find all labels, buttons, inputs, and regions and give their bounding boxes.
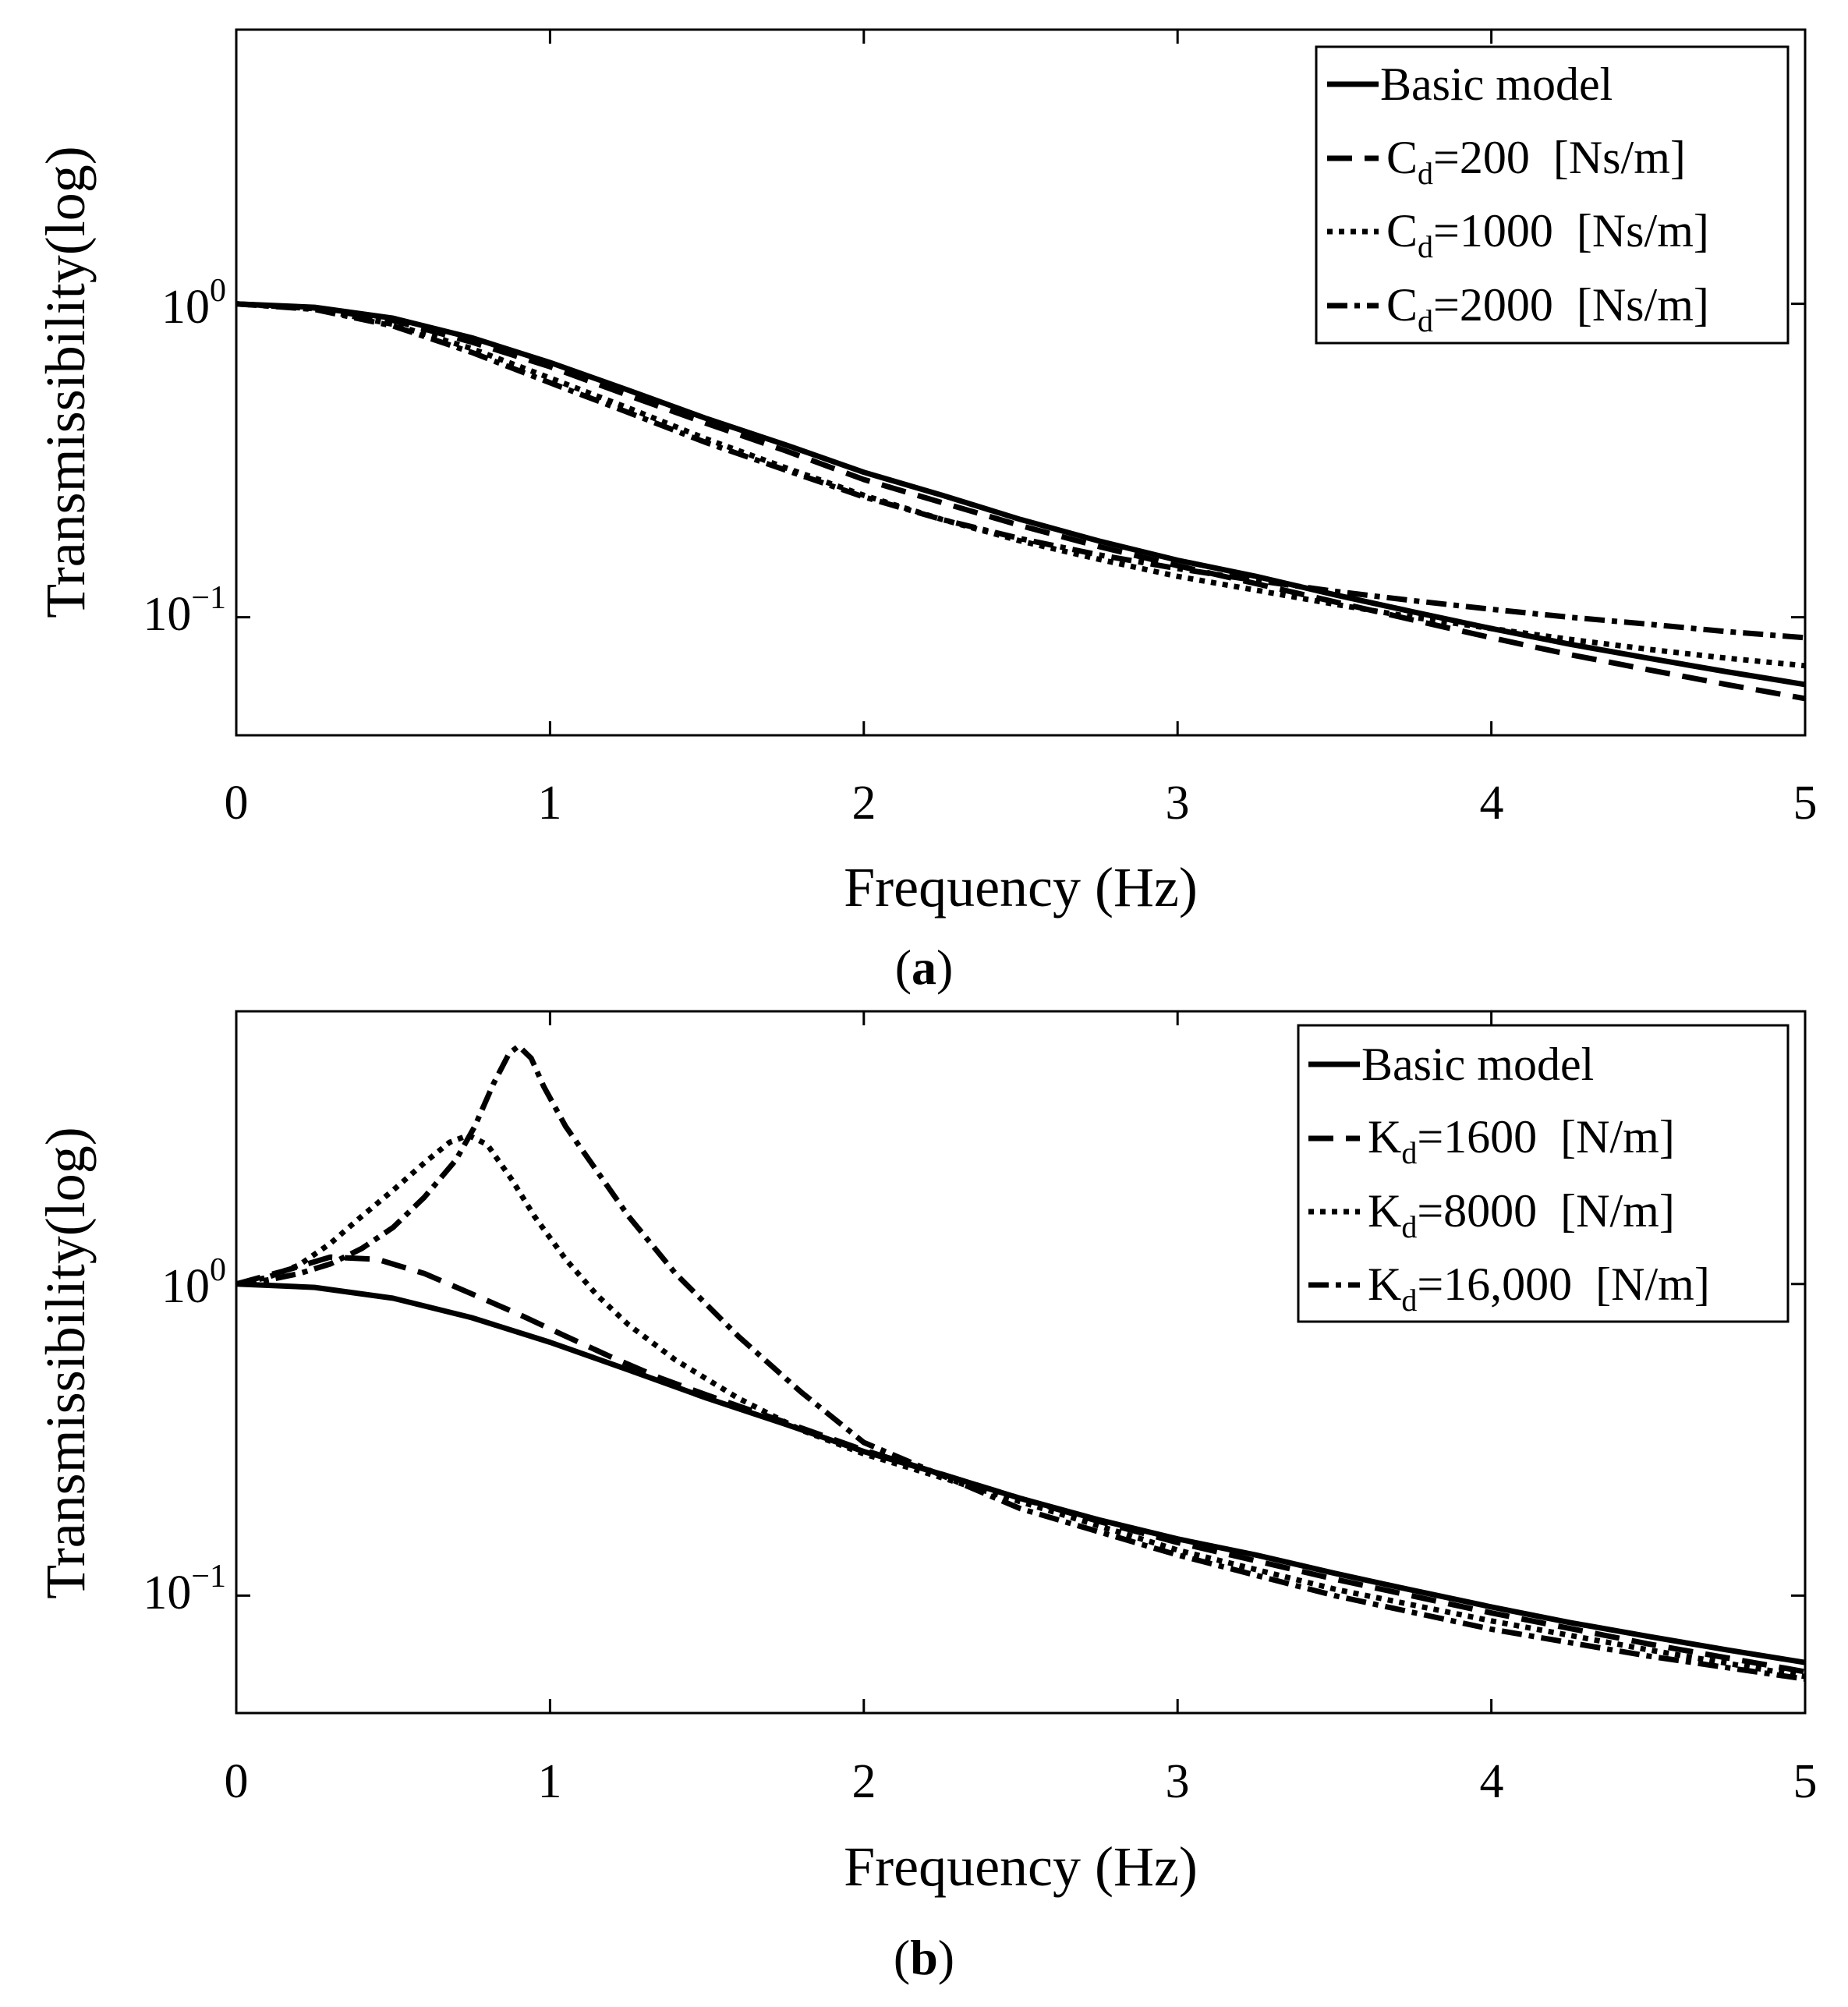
ticks-b (235, 1011, 1807, 1713)
legend-label-a-0: Basic model (1380, 58, 1613, 110)
xtick-label-b-3: 3 (1166, 1755, 1190, 1808)
legend-a-2-rest: =1000 [Ns/m] (1433, 205, 1709, 257)
legend-b-3-sym: K (1368, 1258, 1401, 1310)
legend-b-1-rest: =1600 [N/m] (1417, 1111, 1674, 1163)
series-line-a-1 (235, 301, 1806, 702)
series-line-b-1 (235, 1254, 1806, 1675)
legend-a-3-sym: C (1386, 279, 1418, 331)
legend-b-2-rest: =8000 [N/m] (1417, 1185, 1674, 1237)
series-line-a-3 (235, 301, 1806, 641)
ytick-b-1-exp: −1 (191, 1559, 226, 1595)
legend-label-a-2: Cd=1000 [Ns/m] (1386, 205, 1709, 264)
legend-box-b (1297, 1024, 1790, 1323)
xtick-label-b-0: 0 (225, 1755, 249, 1808)
ytick-label-b-1: 10−1 (143, 1559, 226, 1619)
x-axis-label-a: Frequency (Hz) (844, 856, 1198, 919)
legend-label-b-2: Kd=8000 [N/m] (1368, 1185, 1675, 1244)
series-line-b-2 (235, 1132, 1806, 1680)
legend-a-2-sym: C (1386, 205, 1418, 257)
xtick-label-b-5: 5 (1793, 1755, 1818, 1808)
ytick-a-0-base: 10 (161, 281, 210, 334)
legend-a-2-sub: d (1418, 229, 1433, 264)
legend-b-2-sub: d (1401, 1209, 1417, 1244)
legend-b-1-sym: K (1368, 1111, 1401, 1163)
xtick-label-a-0: 0 (225, 777, 249, 830)
ytick-label-a-0: 100 (161, 273, 226, 334)
ytick-a-1-base: 10 (143, 588, 191, 641)
panel-a: 100 10−1 0 1 2 3 4 5 Frequency (Hz) Tran… (34, 28, 1818, 995)
xtick-label-b-2: 2 (852, 1755, 876, 1808)
caption-a-letter: a (912, 940, 936, 995)
legend-a-3-rest: =2000 [Ns/m] (1433, 279, 1709, 331)
series-lines-a (235, 301, 1806, 702)
legend-a: Basic model Cd=200 [Ns/m] Cd=1000 [Ns/m]… (1315, 45, 1790, 345)
xtick-label-a-1: 1 (538, 777, 562, 830)
legend-a-1-sub: d (1418, 156, 1433, 191)
caption-a: (a) (895, 940, 954, 995)
caption-a-open: ( (895, 940, 912, 995)
legend-box-a (1315, 45, 1790, 345)
legend-label-b-1: Kd=1600 [N/m] (1368, 1111, 1675, 1170)
caption-a-close: ) (936, 940, 953, 995)
legend-b: Basic model Kd=1600 [N/m] Kd=8000 [N/m] … (1297, 1024, 1790, 1323)
legend-b-2-sym: K (1368, 1185, 1401, 1237)
legend-label-a-1: Cd=200 [Ns/m] (1386, 132, 1686, 191)
series-line-a-0 (235, 301, 1806, 688)
caption-b: (b) (894, 1930, 954, 1985)
legend-a-1-sym: C (1386, 132, 1418, 183)
series-line-a-2 (235, 301, 1806, 669)
legend-label-b-0: Basic model (1361, 1039, 1594, 1090)
series-lines-b (235, 1043, 1806, 1682)
legend-b-3-sub: d (1401, 1283, 1417, 1318)
legend-b-1-sub: d (1401, 1135, 1417, 1170)
ytick-b-1-base: 10 (143, 1566, 191, 1619)
ytick-b-0-exp: 0 (210, 1252, 226, 1288)
caption-b-letter: b (910, 1930, 938, 1985)
y-axis-label-a: Transmissibility(log) (34, 146, 97, 618)
y-axis-label-b: Transmissibility(log) (34, 1127, 97, 1598)
series-line-b-3 (235, 1043, 1806, 1682)
xtick-label-a-4: 4 (1480, 777, 1504, 830)
xtick-label-a-2: 2 (852, 777, 876, 830)
ticks-a (235, 30, 1807, 735)
x-axis-label-b: Frequency (Hz) (844, 1835, 1198, 1898)
ytick-label-b-0: 100 (161, 1252, 226, 1313)
ytick-b-0-base: 10 (161, 1260, 210, 1313)
legend-label-a-3: Cd=2000 [Ns/m] (1386, 279, 1709, 338)
panel-b: 100 10−1 0 1 2 3 4 5 Frequency (Hz) Tran… (34, 1010, 1818, 1985)
xtick-label-a-5: 5 (1793, 777, 1818, 830)
legend-label-b-3: Kd=16,000 [N/m] (1368, 1258, 1710, 1318)
caption-b-open: ( (894, 1930, 910, 1985)
ytick-label-a-1: 10−1 (143, 580, 226, 641)
xtick-label-b-4: 4 (1480, 1755, 1504, 1808)
ytick-a-1-exp: −1 (191, 580, 226, 616)
xtick-label-b-1: 1 (538, 1755, 562, 1808)
legend-b-3-rest: =16,000 [N/m] (1417, 1258, 1709, 1310)
legend-a-1-rest: =200 [Ns/m] (1433, 132, 1686, 183)
ytick-a-0-exp: 0 (210, 273, 226, 309)
legend-a-3-sub: d (1418, 303, 1433, 338)
xtick-label-a-3: 3 (1166, 777, 1190, 830)
caption-b-close: ) (938, 1930, 954, 1985)
